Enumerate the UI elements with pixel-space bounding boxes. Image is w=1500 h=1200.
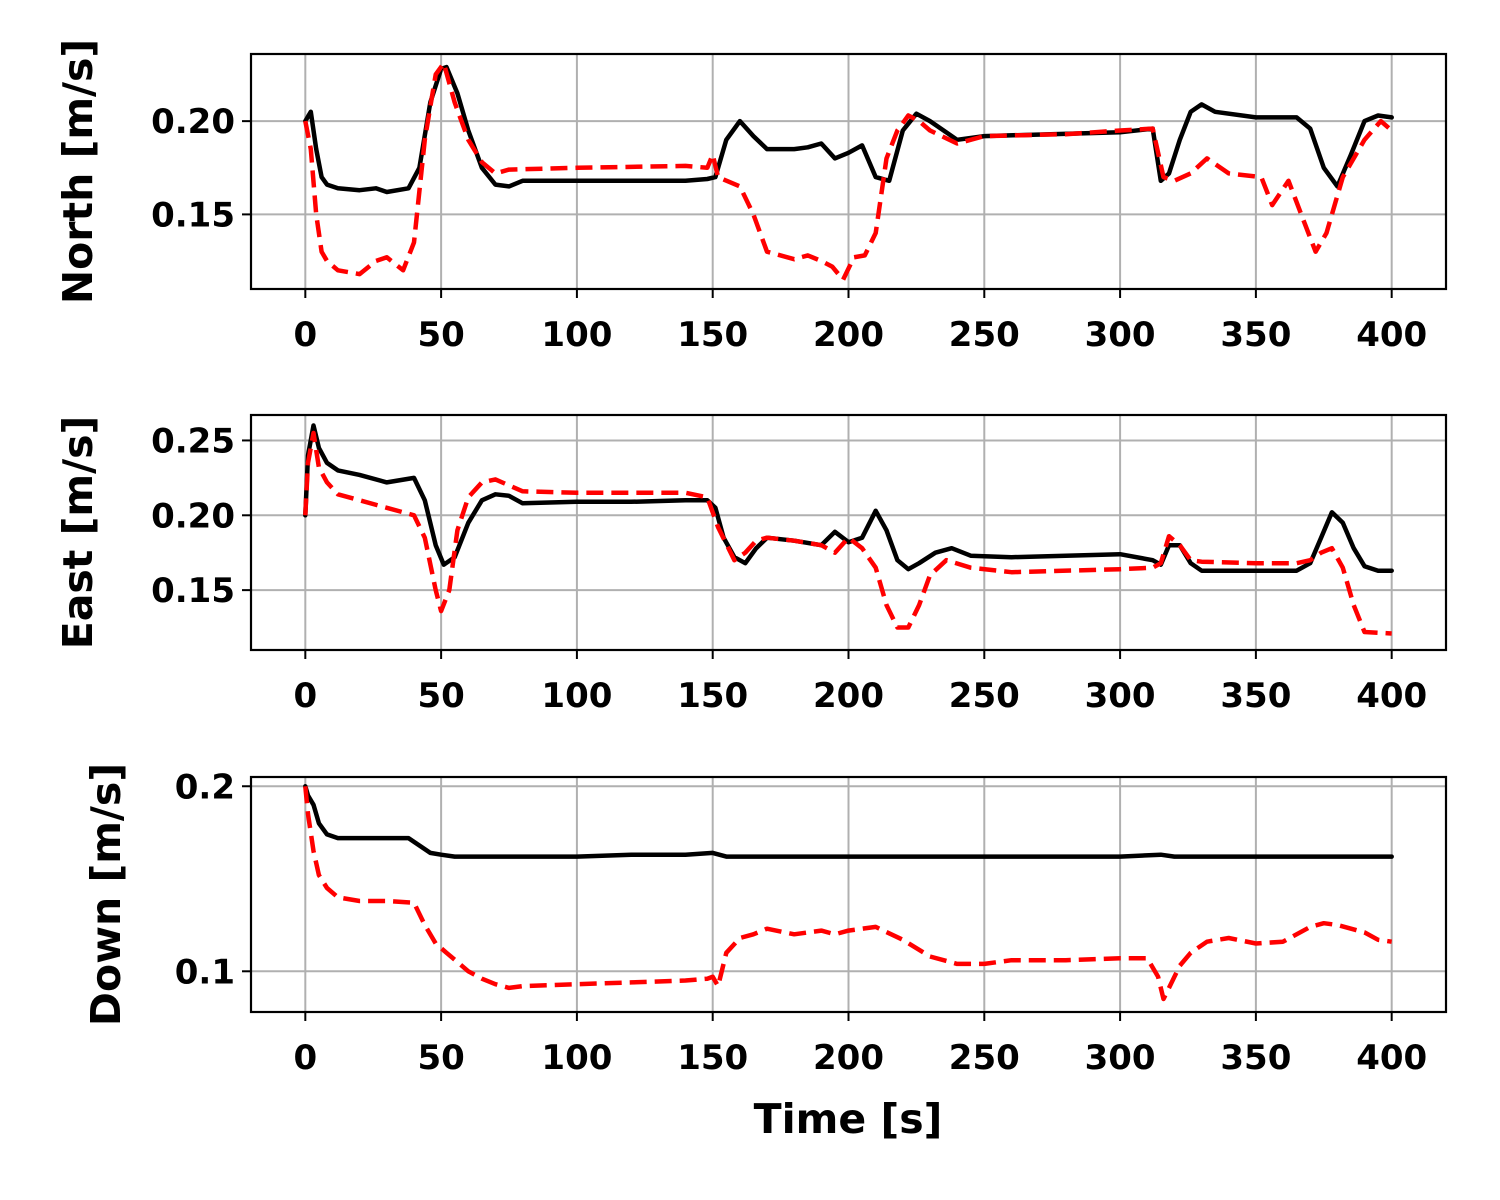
y-tick-label: 0.15 (151, 571, 235, 611)
x-tick-label: 300 (1085, 1038, 1156, 1078)
y-axis-title: Down [m/s] (82, 763, 130, 1026)
x-tick-label: 150 (677, 1038, 748, 1078)
down-subplot: 0 50 100 150 200 250 300 350 400 0.1 0.2 Down [m/s] (82, 763, 1448, 1078)
x-tick-label: 50 (417, 1038, 464, 1078)
x-tick-label: 350 (1220, 676, 1291, 716)
x-tick-label: 150 (677, 315, 748, 355)
dashed-red-series-line (303, 430, 1392, 636)
x-tick-label: 150 (677, 676, 748, 716)
x-tick-label: 100 (541, 315, 612, 355)
y-tick-label: 0.1 (175, 952, 235, 992)
y-tick-label: 0.15 (151, 195, 235, 235)
x-tick-label: 200 (813, 676, 884, 716)
x-tick-label: 300 (1085, 676, 1156, 716)
x-tick-label: 250 (949, 315, 1020, 355)
y-tick-label: 0.25 (151, 421, 235, 461)
x-tick-label: 200 (813, 1038, 884, 1078)
x-tick-label: 0 (293, 315, 317, 355)
y-axis-title: North [m/s] (54, 39, 102, 304)
x-tick-label: 350 (1220, 315, 1291, 355)
x-axis-title: Time [s] (754, 1095, 943, 1143)
x-tick-label: 300 (1085, 315, 1156, 355)
dashed-red-series-line (303, 786, 1393, 1002)
solid-black-series-line (303, 64, 1394, 195)
y-tick-label: 0.20 (151, 496, 235, 536)
y-tick-label: 0.2 (175, 767, 235, 807)
x-tick-label: 100 (541, 676, 612, 716)
x-tick-label: 250 (949, 1038, 1020, 1078)
x-tick-label: 250 (949, 676, 1020, 716)
east-subplot: 0 50 100 150 200 250 300 350 400 0.15 0.20 0.25 East… (54, 413, 1448, 716)
y-axis-title: East [m/s] (54, 416, 102, 650)
x-tick-label: 350 (1220, 1038, 1291, 1078)
x-tick-label: 0 (293, 1038, 317, 1078)
x-tick-label: 0 (293, 676, 317, 716)
solid-black-series-line (303, 784, 1394, 859)
y-tick-label: 0.20 (151, 102, 235, 142)
x-tick-label: 100 (541, 1038, 612, 1078)
x-tick-label: 400 (1356, 315, 1427, 355)
x-tick-label: 400 (1356, 1038, 1427, 1078)
x-tick-label: 200 (813, 315, 884, 355)
x-tick-label: 50 (417, 676, 464, 716)
x-tick-label: 400 (1356, 676, 1427, 716)
dashed-red-series-line (303, 61, 1394, 282)
north-subplot: 0 50 100 150 200 250 300 350 400 0.15 0.20 North [m… (54, 39, 1448, 355)
x-tick-label: 50 (417, 315, 464, 355)
